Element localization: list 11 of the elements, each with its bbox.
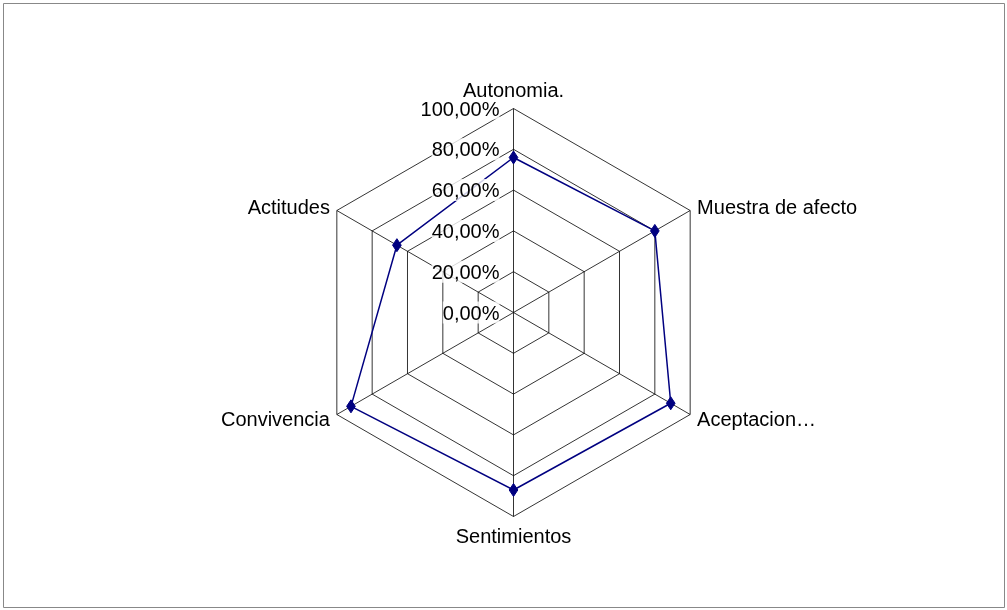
- y-tick-label: 40,00%: [431, 219, 500, 242]
- y-tick-label: 20,00%: [431, 260, 500, 283]
- spoke-label: Muestra de afecto: [697, 195, 858, 218]
- y-tick-label: 60,00%: [431, 179, 500, 202]
- y-tick-label: 100,00%: [420, 97, 500, 120]
- spoke-label: Convivencia: [220, 407, 331, 430]
- spoke-label: Sentimientos: [455, 524, 572, 547]
- y-tick-label: 80,00%: [431, 138, 500, 161]
- spoke-label: Actitudes: [247, 195, 330, 218]
- y-tick-label: 0,00%: [442, 301, 500, 324]
- spoke-label: Aceptacion…: [697, 407, 817, 430]
